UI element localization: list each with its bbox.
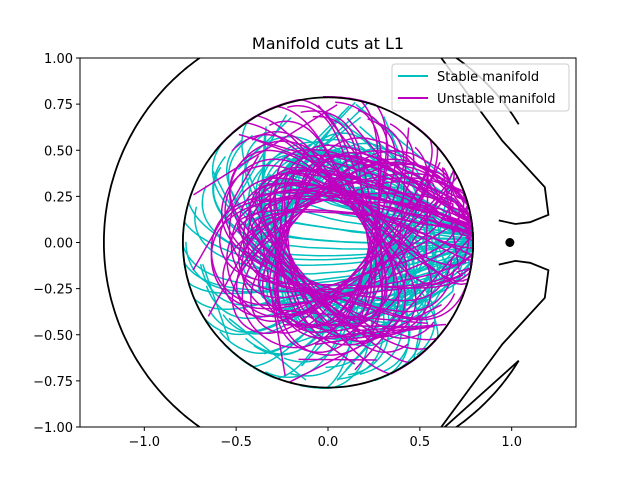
manifold-segment — [317, 104, 392, 201]
manifold-segment — [289, 304, 442, 383]
outer-boundary-curve — [103, 58, 550, 427]
manifold-orbit — [188, 157, 474, 324]
y-tick-label: −0.75 — [33, 375, 73, 390]
manifold-segment — [228, 317, 307, 381]
manifold-segment — [387, 188, 447, 281]
manifold-segment — [360, 162, 441, 324]
manifold-orbit — [213, 122, 474, 337]
plot-area — [103, 58, 550, 427]
y-tick-label: 0.25 — [44, 190, 73, 205]
y-tick-label: 0.50 — [44, 144, 73, 159]
legend-unstable-label: Unstable manifold — [437, 92, 555, 107]
unstable-manifold-series — [192, 96, 475, 383]
x-axis: −1.0 −0.5 0.0 0.5 1.0 — [129, 427, 522, 450]
l1-point-marker — [505, 238, 515, 247]
y-tick-label: 0.75 — [44, 98, 73, 113]
boundary-curves — [103, 58, 550, 427]
manifold-segment — [354, 234, 473, 371]
manifold-segment — [257, 219, 286, 376]
manifold-segment — [207, 171, 289, 317]
manifold-orbit — [283, 115, 474, 326]
legend-box — [391, 63, 570, 112]
manifold-segment — [300, 298, 366, 367]
y-tick-label: −1.00 — [33, 421, 73, 436]
x-tick-label: 0.5 — [410, 435, 431, 450]
x-tick-label: 1.0 — [501, 435, 522, 450]
manifold-segment — [315, 326, 428, 346]
y-tick-label: −0.25 — [33, 283, 73, 298]
manifold-orbit — [229, 149, 474, 364]
legend-stable-label: Stable manifold — [437, 70, 539, 85]
x-tick-label: 0.0 — [318, 435, 339, 450]
manifold-segment — [249, 136, 362, 181]
x-tick-label: −0.5 — [220, 435, 252, 450]
manifold-segment — [357, 323, 447, 332]
y-tick-label: 1.00 — [44, 52, 73, 67]
manifold-orbit — [238, 182, 474, 319]
manifold-orbit — [238, 181, 474, 299]
manifold-orbit — [274, 96, 474, 356]
manifold-segment — [193, 104, 338, 196]
manifold-segment — [298, 358, 377, 361]
manifold-orbit — [231, 133, 474, 321]
manifold-segment — [192, 155, 260, 271]
y-tick-label: −0.50 — [33, 329, 73, 344]
manifold-segment — [273, 308, 428, 325]
y-axis: 1.00 0.75 0.50 0.25 0.00 −0.25 −0.50 −0.75 −1.00 — [33, 52, 80, 436]
manifold-orbit — [268, 120, 474, 325]
manifold-orbit — [274, 105, 474, 338]
manifold-segment — [360, 166, 430, 302]
manifold-segment — [314, 325, 435, 340]
manifold-segment — [283, 324, 419, 328]
manifold-segment — [346, 117, 419, 202]
chart-title: Manifold cuts at L1 — [252, 34, 404, 53]
manifold-segment — [398, 127, 410, 247]
inner-boundary-circle — [181, 96, 475, 389]
manifold-segment — [425, 165, 430, 258]
y-tick-label: 0.00 — [44, 237, 73, 252]
legend: Stable manifold Unstable manifold — [391, 63, 570, 112]
manifold-orbit — [269, 110, 474, 332]
manifold-orbit — [183, 174, 474, 307]
x-tick-label: −1.0 — [129, 435, 161, 450]
manifold-segment — [269, 303, 356, 365]
